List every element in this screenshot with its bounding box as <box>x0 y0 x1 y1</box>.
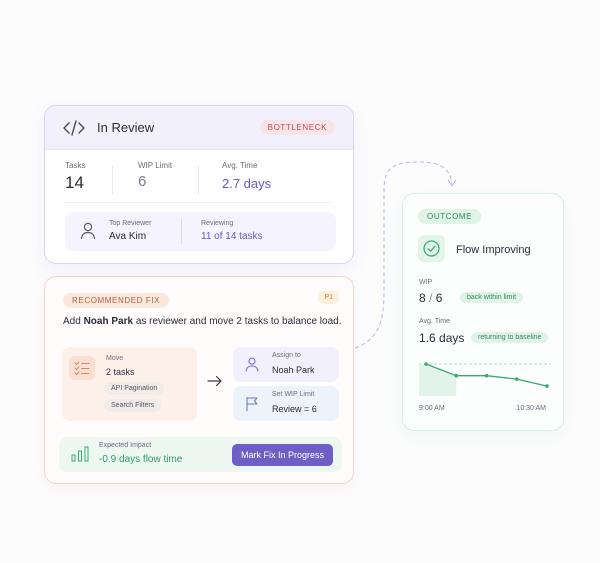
avg-status-chip: returning to baseline <box>471 332 549 343</box>
fix-desc-pre: Add <box>63 316 84 327</box>
fix-description: Add Noah Park as reviewer and move 2 tas… <box>63 316 342 327</box>
task-chip-api-pagination[interactable]: API Pagination <box>104 382 165 395</box>
trend-point <box>514 377 519 381</box>
time-tick-start: 9:00 AM <box>419 405 445 412</box>
reviewing-label: Reviewing <box>201 220 234 227</box>
wip-limit: 6 <box>435 291 443 305</box>
divider <box>65 202 333 203</box>
reviewing-count: Reviewing 11 of 14 tasks <box>201 220 263 242</box>
avg-time-trend-chart <box>419 362 551 396</box>
user-icon <box>80 222 96 240</box>
trend-area <box>419 364 457 396</box>
assign-label: Assign to <box>272 352 301 359</box>
stat-divider <box>112 165 113 195</box>
reviewer-panel: Top Reviewer Ava Kim Reviewing 11 of 14 … <box>65 212 336 251</box>
stage-stats: Tasks 14 WIP Limit 6 Avg. Time 2.7 days <box>65 161 335 197</box>
wip-limit-label: Set WIP Limit <box>272 391 315 398</box>
stage-title: In Review <box>97 120 155 135</box>
assignee-name: Noah Park <box>272 365 315 375</box>
stat-divider <box>198 165 199 195</box>
check-circle-icon <box>418 235 445 262</box>
wip-limit-value: Review = 6 <box>272 404 317 414</box>
outcome-badge: OUTCOME <box>418 209 482 224</box>
outcome-title: Flow Improving <box>456 244 531 256</box>
outcome-wip-value: 8 / 6 <box>419 291 442 305</box>
trend-point <box>545 384 549 388</box>
fix-desc-name: Noah Park <box>83 316 134 327</box>
fix-desc-post: as reviewer and move 2 tasks to balance … <box>133 316 342 327</box>
stat-label: Avg. Time <box>222 161 258 170</box>
outcome-wip-label: WIP <box>419 279 433 286</box>
reviewer-divider <box>181 219 182 244</box>
expected-impact-panel: Expected Impact -0.9 days flow time Mark… <box>59 437 342 472</box>
flag-icon <box>246 396 258 411</box>
outcome-card: OUTCOME Flow Improving WIP 8 / 6 back wi… <box>402 193 564 431</box>
move-tasks-panel: Move 2 tasks API Pagination Search Filte… <box>62 347 197 421</box>
top-reviewer-label: Top Reviewer <box>109 220 152 227</box>
in-review-header: In Review BOTTLENECK <box>45 106 353 150</box>
wip-current: 8 <box>419 291 426 305</box>
set-wip-limit-panel: Set WIP Limit Review = 6 <box>233 386 339 421</box>
recommended-fix-card: RECOMMENDED FIX P1 Add Noah Park as revi… <box>44 276 354 484</box>
user-icon <box>245 357 259 372</box>
trend-point <box>424 362 428 366</box>
stat-value: 6 <box>138 173 147 190</box>
list-icon <box>69 356 95 380</box>
outcome-avg-value: 1.6 days <box>419 331 465 345</box>
code-icon <box>63 119 85 136</box>
stat-tasks: Tasks 14 <box>65 161 85 193</box>
wip-status-chip: back within limit <box>460 292 524 303</box>
top-reviewer-name: Ava Kim <box>109 231 147 242</box>
stat-wip-limit: WIP Limit 6 <box>138 161 172 190</box>
top-reviewer: Top Reviewer Ava Kim <box>109 220 151 242</box>
recommended-fix-badge: RECOMMENDED FIX <box>63 293 170 308</box>
assign-to-panel: Assign to Noah Park <box>233 347 339 382</box>
stat-value: 2.7 days <box>222 176 272 191</box>
bar-chart-icon <box>71 446 89 462</box>
impact-value: -0.9 days flow time <box>99 454 183 465</box>
bottleneck-badge: BOTTLENECK <box>259 120 335 135</box>
time-tick-end: 10:30 AM <box>516 405 546 412</box>
trend-point <box>454 373 459 378</box>
task-chip-search-filters[interactable]: Search Filters <box>104 399 162 412</box>
in-review-card: In Review BOTTLENECK Tasks 14 WIP Limit … <box>44 105 354 264</box>
stat-label: Tasks <box>65 161 86 170</box>
stat-label: WIP Limit <box>138 161 173 170</box>
stat-avg-time: Avg. Time 2.7 days <box>222 161 271 191</box>
mark-fix-in-progress-button[interactable]: Mark Fix In Progress <box>232 444 333 466</box>
outcome-avg-label: Avg. Time <box>419 318 450 325</box>
trend-point <box>484 373 489 378</box>
reviewing-value: 11 of 14 tasks <box>201 231 263 242</box>
wip-separator: / <box>425 291 436 305</box>
impact-label: Expected Impact <box>99 442 152 449</box>
move-count: 2 tasks <box>106 367 135 377</box>
arrow-right-icon <box>207 375 222 387</box>
stat-value: 14 <box>65 173 84 192</box>
move-label: Move <box>106 355 124 362</box>
priority-badge: P1 <box>318 291 339 304</box>
